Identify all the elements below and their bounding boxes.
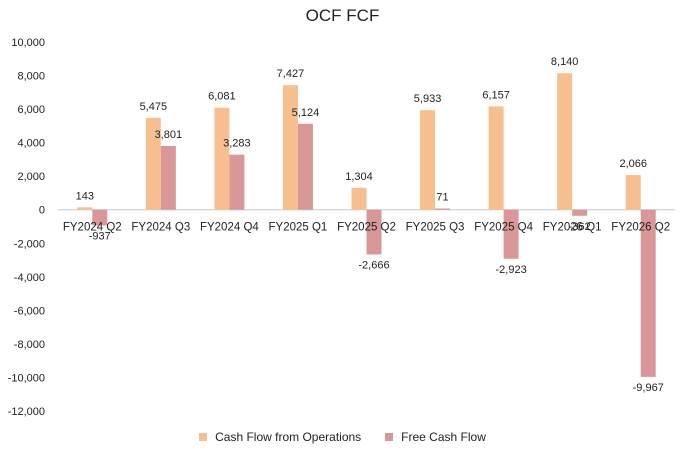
y-tick-label: -8,000 (14, 339, 45, 351)
data-label-fcf: 3,283 (223, 138, 251, 150)
data-label-ocf: 143 (76, 190, 94, 202)
x-category-label: FY2025 Q3 (406, 222, 465, 234)
x-category-label: FY2025 Q1 (269, 222, 328, 234)
bar-fcf (640, 209, 656, 377)
legend-item-ocf: Cash Flow from Operations (199, 430, 361, 444)
data-label-fcf: 3,801 (155, 129, 183, 141)
data-label-ocf: 6,081 (208, 91, 236, 103)
bar-ocf (488, 106, 504, 210)
data-label-fcf: -2,666 (358, 259, 389, 271)
data-label-fcf: -937 (89, 230, 111, 242)
x-category-label: FY2024 Q2 (63, 222, 122, 234)
data-label-ocf: 7,427 (277, 68, 305, 80)
bar-ocf (351, 187, 367, 210)
data-label-fcf: -9,967 (633, 382, 664, 394)
bar-ocf (420, 110, 436, 210)
x-category-label: FY2024 Q4 (200, 222, 259, 234)
y-tick-label: 4,000 (17, 138, 45, 150)
data-label-ocf: 5,933 (414, 93, 442, 105)
data-label-fcf: 71 (436, 192, 448, 204)
y-tick-label: 2,000 (17, 171, 45, 183)
legend-item-fcf: Free Cash Flow (385, 430, 486, 444)
y-tick-label: -10,000 (8, 372, 45, 384)
bar-fcf (503, 209, 519, 259)
legend: Cash Flow from Operations Free Cash Flow (0, 430, 685, 444)
legend-swatch-fcf (385, 433, 394, 441)
data-label-ocf: 5,475 (140, 101, 168, 113)
bar-fcf (92, 209, 108, 226)
bar-fcf (572, 209, 588, 216)
y-tick-label: -12,000 (8, 406, 45, 418)
legend-label-ocf: Cash Flow from Operations (215, 430, 362, 444)
y-tick-label: 6,000 (17, 104, 45, 116)
bar-fcf (435, 208, 451, 210)
data-label-ocf: 2,066 (619, 158, 647, 170)
x-category-label: FY2025 Q4 (474, 222, 533, 234)
data-label-ocf: 6,157 (482, 89, 510, 101)
data-label-fcf: -2,923 (496, 264, 527, 276)
bar-fcf (297, 123, 313, 210)
x-category-label: FY2026 Q2 (611, 222, 670, 234)
bar-ocf (145, 117, 161, 210)
data-label-fcf: 5,124 (292, 107, 320, 119)
y-tick-label: -2,000 (14, 238, 45, 250)
bar-ocf (214, 107, 230, 210)
data-label-ocf: 8,140 (551, 56, 579, 68)
data-label-ocf: 1,304 (345, 171, 373, 183)
y-tick-label: 8,000 (17, 71, 45, 83)
y-tick-label: -6,000 (14, 305, 45, 317)
bar-fcf (229, 154, 245, 210)
y-tick-label: 10,000 (11, 37, 45, 49)
bar-ocf (77, 207, 93, 210)
legend-label-fcf: Free Cash Flow (401, 430, 486, 444)
x-category-label: FY2024 Q3 (131, 222, 190, 234)
bar-fcf (366, 209, 382, 255)
bar-fcf (160, 145, 176, 210)
bar-ocf (625, 175, 641, 210)
x-category-label: FY2026 Q1 (543, 222, 602, 234)
bar-ocf (282, 85, 298, 210)
legend-swatch-ocf (199, 433, 208, 441)
y-tick-label: -4,000 (14, 272, 45, 284)
chart-title: OCF FCF (305, 6, 380, 25)
data-label-fcf: -362 (569, 221, 591, 233)
y-tick-label: 0 (39, 205, 45, 217)
bar-ocf (557, 73, 573, 210)
x-category-label: FY2025 Q2 (337, 222, 396, 234)
